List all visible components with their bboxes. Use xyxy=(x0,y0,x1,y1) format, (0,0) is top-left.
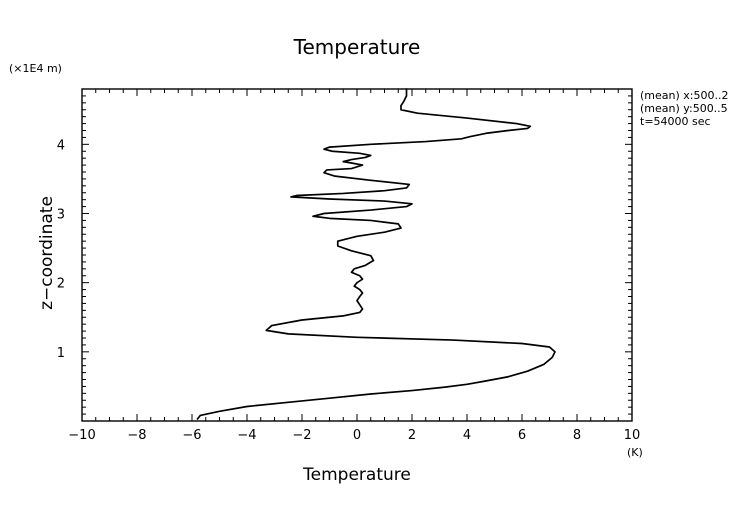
x-axis-title: Temperature xyxy=(302,465,411,485)
x-tick-label: 10 xyxy=(624,428,641,443)
y-tick-label: 1 xyxy=(57,346,65,361)
plot-frame xyxy=(81,88,633,422)
x-axis-unit: (K) xyxy=(627,446,643,459)
x-tick-label: −10 xyxy=(68,428,95,443)
x-tick-label: −8 xyxy=(127,428,146,443)
y-axis-title: z−coordinate xyxy=(37,196,57,310)
x-tick-label: 2 xyxy=(408,428,416,443)
x-tick-label: −2 xyxy=(292,428,311,443)
annotation-block: (mean) x:500..2 (mean) y:500..5 t=54000 … xyxy=(640,89,728,128)
x-tick-label: −4 xyxy=(237,428,256,443)
y-axis-unit: (×1E4 m) xyxy=(9,62,62,75)
x-tick-label: −6 xyxy=(182,428,201,443)
y-tick-label: 2 xyxy=(57,277,65,292)
annotation-time: t=54000 sec xyxy=(640,115,711,128)
x-tick-label: 8 xyxy=(573,428,581,443)
annotation-mean-x: (mean) x:500..2 xyxy=(640,89,728,102)
temperature-profile-line xyxy=(196,88,556,420)
x-tick-label: 6 xyxy=(518,428,526,443)
x-tick-label: 0 xyxy=(353,428,361,443)
y-tick-label: 4 xyxy=(57,138,65,153)
annotation-mean-y: (mean) y:500..5 xyxy=(640,102,728,115)
x-tick-label: 4 xyxy=(463,428,471,443)
y-tick-label: 3 xyxy=(57,208,65,223)
chart-title: Temperature xyxy=(293,35,421,59)
